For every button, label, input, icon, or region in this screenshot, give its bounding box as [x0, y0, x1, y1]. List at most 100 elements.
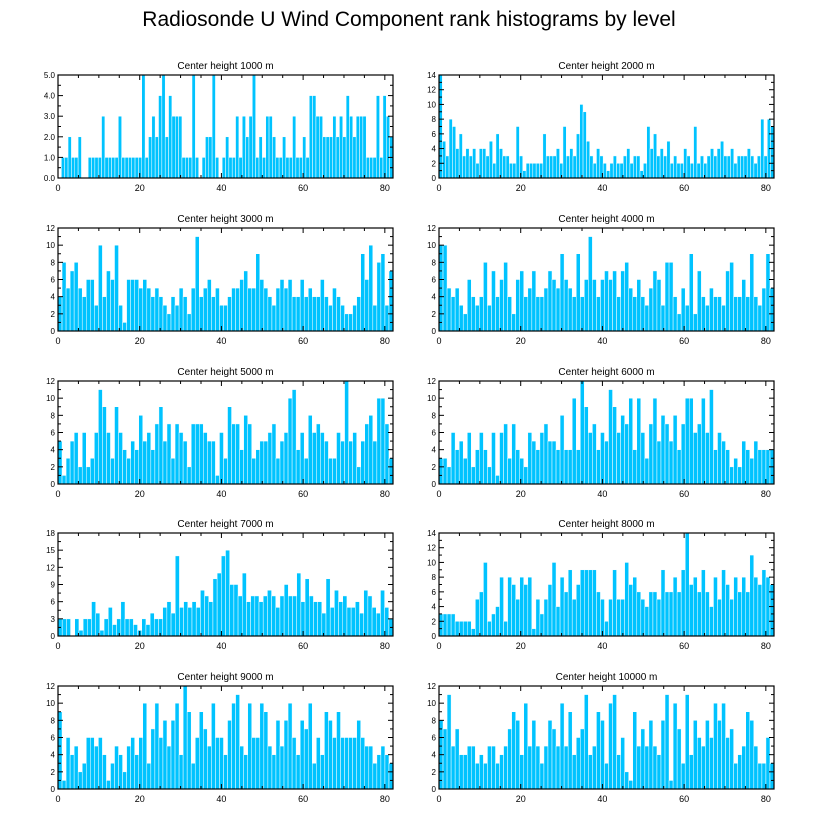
histogram-bar [237, 595, 243, 637]
histogram-bar [522, 170, 527, 179]
histogram-bar [688, 754, 694, 790]
histogram-bar [211, 702, 216, 790]
histogram-bar [174, 702, 180, 790]
y-tick-label: 10 [427, 558, 436, 567]
histogram-bar [582, 111, 587, 179]
histogram-bar [644, 606, 650, 637]
panel-title: Center height 3000 m [177, 214, 273, 225]
histogram-bar [535, 449, 541, 485]
histogram-bar [372, 763, 378, 790]
histogram-bar [122, 322, 127, 332]
histogram-bar [680, 423, 686, 485]
histogram-bar [602, 163, 607, 179]
histogram-bar [102, 754, 107, 790]
histogram-bar [344, 380, 349, 485]
histogram-bar [475, 163, 480, 179]
histogram-bar [61, 780, 67, 790]
histogram-bar [555, 745, 561, 790]
x-tick-label: 40 [597, 183, 607, 193]
histogram-bar [67, 136, 72, 179]
histogram-bar [475, 598, 480, 637]
histogram-bar [231, 287, 236, 332]
histogram-bar [251, 458, 257, 485]
x-tick-label: 0 [436, 336, 441, 346]
histogram-bar [221, 555, 226, 637]
histogram-bar [106, 432, 111, 485]
histogram-bar [442, 244, 448, 332]
histogram-bar [122, 449, 127, 485]
histogram-bar [376, 397, 382, 485]
histogram-bar [275, 458, 281, 485]
histogram-bar [567, 287, 573, 332]
histogram-bar [81, 432, 87, 485]
histogram-bar [567, 711, 573, 790]
histogram-bar [199, 423, 204, 485]
histogram-bar [749, 554, 755, 637]
histogram-bar [713, 296, 718, 332]
histogram-bar [445, 155, 450, 179]
histogram-bar [503, 745, 508, 790]
y-tick-label: 6 [432, 429, 437, 438]
histogram-bar [725, 584, 730, 637]
histogram-bar [320, 279, 325, 332]
histogram-bar [616, 432, 621, 485]
histogram-bar [628, 287, 633, 332]
histogram-bar [380, 745, 386, 790]
x-tick-label: 80 [761, 336, 771, 346]
histogram-bar [563, 745, 569, 790]
y-tick-label: 5.0 [44, 71, 56, 80]
histogram-bar [283, 720, 289, 790]
histogram-bar [446, 287, 452, 332]
histogram-bar [90, 279, 95, 332]
x-tick-label: 20 [135, 489, 145, 499]
histogram-bar [380, 589, 385, 637]
histogram-bar [632, 576, 638, 637]
histogram-bar [656, 279, 662, 332]
histogram-bar [174, 423, 180, 485]
histogram-bar [223, 305, 228, 332]
histogram-bar [128, 618, 134, 637]
x-tick-label: 80 [380, 794, 390, 804]
histogram-bar [640, 598, 646, 637]
histogram-bar [527, 745, 533, 790]
histogram-bar [364, 745, 370, 790]
histogram-bar [462, 155, 467, 179]
histogram-bar [247, 423, 252, 485]
histogram-bar [646, 126, 651, 179]
histogram-bar [730, 148, 735, 179]
histogram-bar [98, 244, 103, 332]
histogram-bar [121, 157, 126, 179]
histogram-bar [632, 296, 638, 332]
panel-title: Center height 8000 m [558, 519, 654, 530]
histogram-bar [171, 115, 176, 179]
histogram-bar [288, 595, 293, 637]
histogram-bar [479, 432, 484, 485]
histogram-bar [656, 155, 661, 179]
histogram-bar [485, 155, 490, 179]
x-tick-label: 40 [216, 489, 226, 499]
histogram-bar [616, 754, 621, 790]
histogram-bar [527, 432, 533, 485]
histogram-bar [332, 115, 337, 179]
x-tick-label: 20 [135, 794, 145, 804]
histogram-bar [118, 432, 123, 485]
histogram-bar [340, 737, 345, 790]
histogram-bar [154, 136, 159, 179]
histogram-bar [666, 140, 671, 179]
histogram-bar [507, 296, 512, 332]
histogram-bar [740, 155, 745, 179]
histogram-bar [195, 157, 199, 179]
histogram-bar [287, 702, 293, 790]
histogram-bar [503, 262, 508, 332]
histogram-bar [348, 313, 353, 332]
histogram-bar [150, 296, 156, 332]
histogram-bar [523, 296, 529, 332]
x-tick-label: 0 [436, 641, 441, 651]
histogram-bar [679, 163, 684, 179]
x-tick-label: 60 [679, 336, 689, 346]
y-tick-label: 4 [51, 293, 56, 302]
histogram-bar [168, 95, 173, 179]
histogram-bar [299, 279, 305, 332]
y-tick-label: 4.0 [44, 92, 56, 101]
